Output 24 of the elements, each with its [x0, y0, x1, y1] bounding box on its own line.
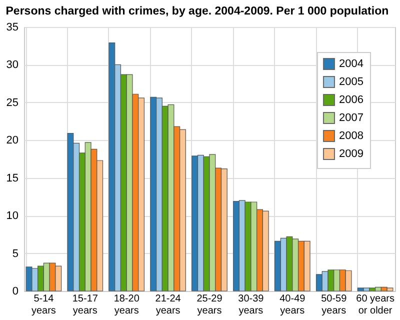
y-tick-label: 20: [6, 134, 18, 147]
x-tick-label: 25-29 years: [196, 294, 223, 316]
x-tick-label: 50-59 years: [321, 294, 348, 316]
y-tick-label: 10: [6, 210, 18, 222]
y-tick-label: 25: [6, 96, 18, 109]
chart-title: Persons charged with crimes, by age. 2004-2009. Per 1 000 population: [6, 6, 389, 18]
x-tick-label: 40-49 years: [280, 294, 306, 316]
x-tick-label: 60 years or older: [356, 294, 394, 316]
x-tick-label: 5-14 years: [31, 294, 56, 316]
y-tick-label: 35: [6, 22, 18, 34]
legend-label: 2008: [339, 130, 364, 142]
legend-label: 2006: [339, 94, 364, 106]
legend-label: 2009: [339, 148, 364, 160]
y-tick-label: 15: [6, 172, 18, 184]
legend-label: 2007: [339, 112, 364, 124]
legend-label: 2004: [339, 58, 364, 70]
x-tick-label: 30-39 years: [238, 294, 264, 316]
x-tick-label: 18-20 years: [114, 294, 140, 316]
y-tick-label: 30: [6, 59, 18, 72]
x-tick-label: 15-17 years: [72, 294, 98, 316]
legend-label: 2005: [339, 76, 364, 88]
y-tick-label: 0: [12, 286, 18, 298]
y-tick-label: 5: [12, 248, 18, 260]
x-tick-label: 21-24 years: [155, 294, 182, 316]
